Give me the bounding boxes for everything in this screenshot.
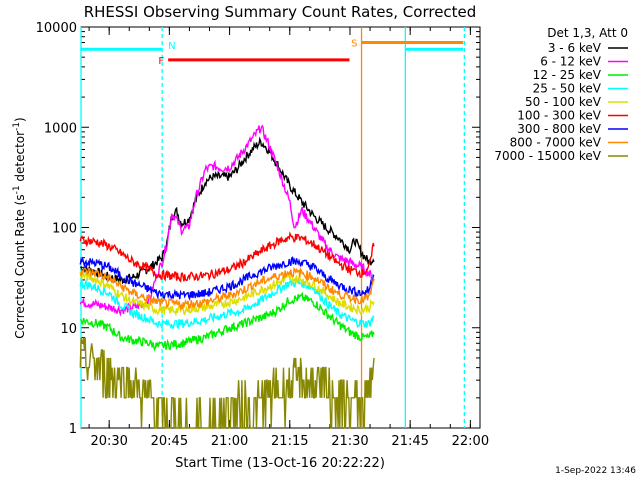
legend-label: 300 - 800 keV [517,122,601,136]
x-axis-label: Start Time (13-Oct-16 20:22:22) [175,456,385,471]
legend-header: Det 1,3, Att 0 [547,26,628,40]
legend-label: 3 - 6 keV [548,41,602,55]
y-axis-label-end: ) [13,117,27,122]
series-line [79,266,375,311]
y-axis-label-mid: detector [13,131,27,186]
y-axis-label-sup1: -1 [12,185,22,194]
plot-area: 1 10 100 1000 10000 20:30 20:45 21:00 21:15 21:30… [36,21,489,449]
legend-label: 6 - 12 keV [540,55,602,69]
chart-title: RHESSI Observing Summary Count Rates, Co… [84,3,477,21]
series-line [79,291,375,352]
y-tick-label: 1000 [44,121,77,136]
y-tick-label: 10000 [36,21,77,36]
series-line [79,231,375,283]
state-bar-label: S [351,39,357,50]
y-axis-label-sup2: -1 [12,122,22,131]
timestamp: 1-Sep-2022 13:46 [555,466,636,476]
series-line [79,337,375,429]
x-tick-label: 20:30 [90,434,127,449]
y-axis-label: Corrected Count Rate (s-1 detector-1) [12,117,27,338]
legend-label: 12 - 25 keV [533,68,602,82]
x-tick-label: 21:00 [211,434,248,449]
x-tick-label: 21:30 [331,434,368,449]
x-tick-label: 22:00 [452,434,489,449]
state-bar-label: F [158,56,164,67]
legend-label: 50 - 100 keV [525,95,602,109]
series-line [79,124,375,317]
legend-label: 100 - 300 keV [517,109,601,123]
legend-label: 800 - 7000 keV [510,136,602,150]
y-tick-label: 100 [52,222,77,237]
series-line [79,136,375,285]
x-tick-label: 21:45 [391,434,428,449]
y-tick-label: 1 [69,422,77,437]
y-axis-label-main: Corrected Count Rate (s [13,194,27,338]
x-tick-label: 20:45 [151,434,188,449]
legend-label: 25 - 50 keV [533,82,602,96]
series-line [79,256,375,302]
x-tick-label: 21:15 [271,434,308,449]
state-bar-label: N [168,41,175,52]
y-tick-label: 10 [60,322,77,337]
series-line [79,277,375,330]
legend-label: 7000 - 15000 keV [494,149,601,163]
